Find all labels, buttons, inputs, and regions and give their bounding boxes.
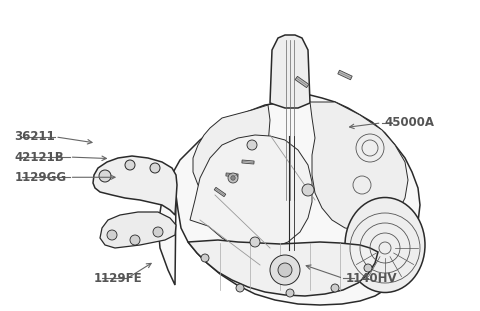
Polygon shape [188, 240, 378, 296]
Circle shape [231, 176, 235, 180]
Circle shape [125, 160, 135, 170]
Circle shape [130, 235, 140, 245]
Circle shape [107, 230, 117, 240]
Polygon shape [100, 212, 176, 248]
Polygon shape [270, 35, 310, 108]
Polygon shape [193, 105, 270, 195]
Circle shape [286, 289, 294, 297]
Polygon shape [190, 135, 312, 250]
Text: 45000A: 45000A [384, 116, 434, 129]
Polygon shape [226, 173, 238, 177]
Polygon shape [214, 187, 226, 197]
Text: 1129GG: 1129GG [14, 171, 67, 184]
Circle shape [153, 227, 163, 237]
Circle shape [236, 284, 244, 292]
Circle shape [278, 263, 292, 277]
Text: 36211: 36211 [14, 130, 55, 143]
Polygon shape [242, 160, 254, 164]
Circle shape [364, 264, 372, 272]
Polygon shape [158, 95, 420, 305]
Circle shape [201, 254, 209, 262]
Circle shape [250, 237, 260, 247]
Polygon shape [338, 70, 352, 80]
Circle shape [228, 173, 238, 183]
Circle shape [150, 163, 160, 173]
Polygon shape [310, 102, 408, 230]
Polygon shape [295, 76, 309, 88]
Circle shape [247, 140, 257, 150]
Circle shape [331, 284, 339, 292]
Circle shape [270, 255, 300, 285]
Text: 1140HV: 1140HV [346, 272, 397, 285]
Circle shape [99, 170, 111, 182]
Circle shape [302, 184, 314, 196]
Ellipse shape [345, 197, 425, 293]
Text: 42121B: 42121B [14, 151, 64, 164]
Text: 1129FE: 1129FE [94, 272, 142, 285]
Polygon shape [93, 156, 177, 215]
